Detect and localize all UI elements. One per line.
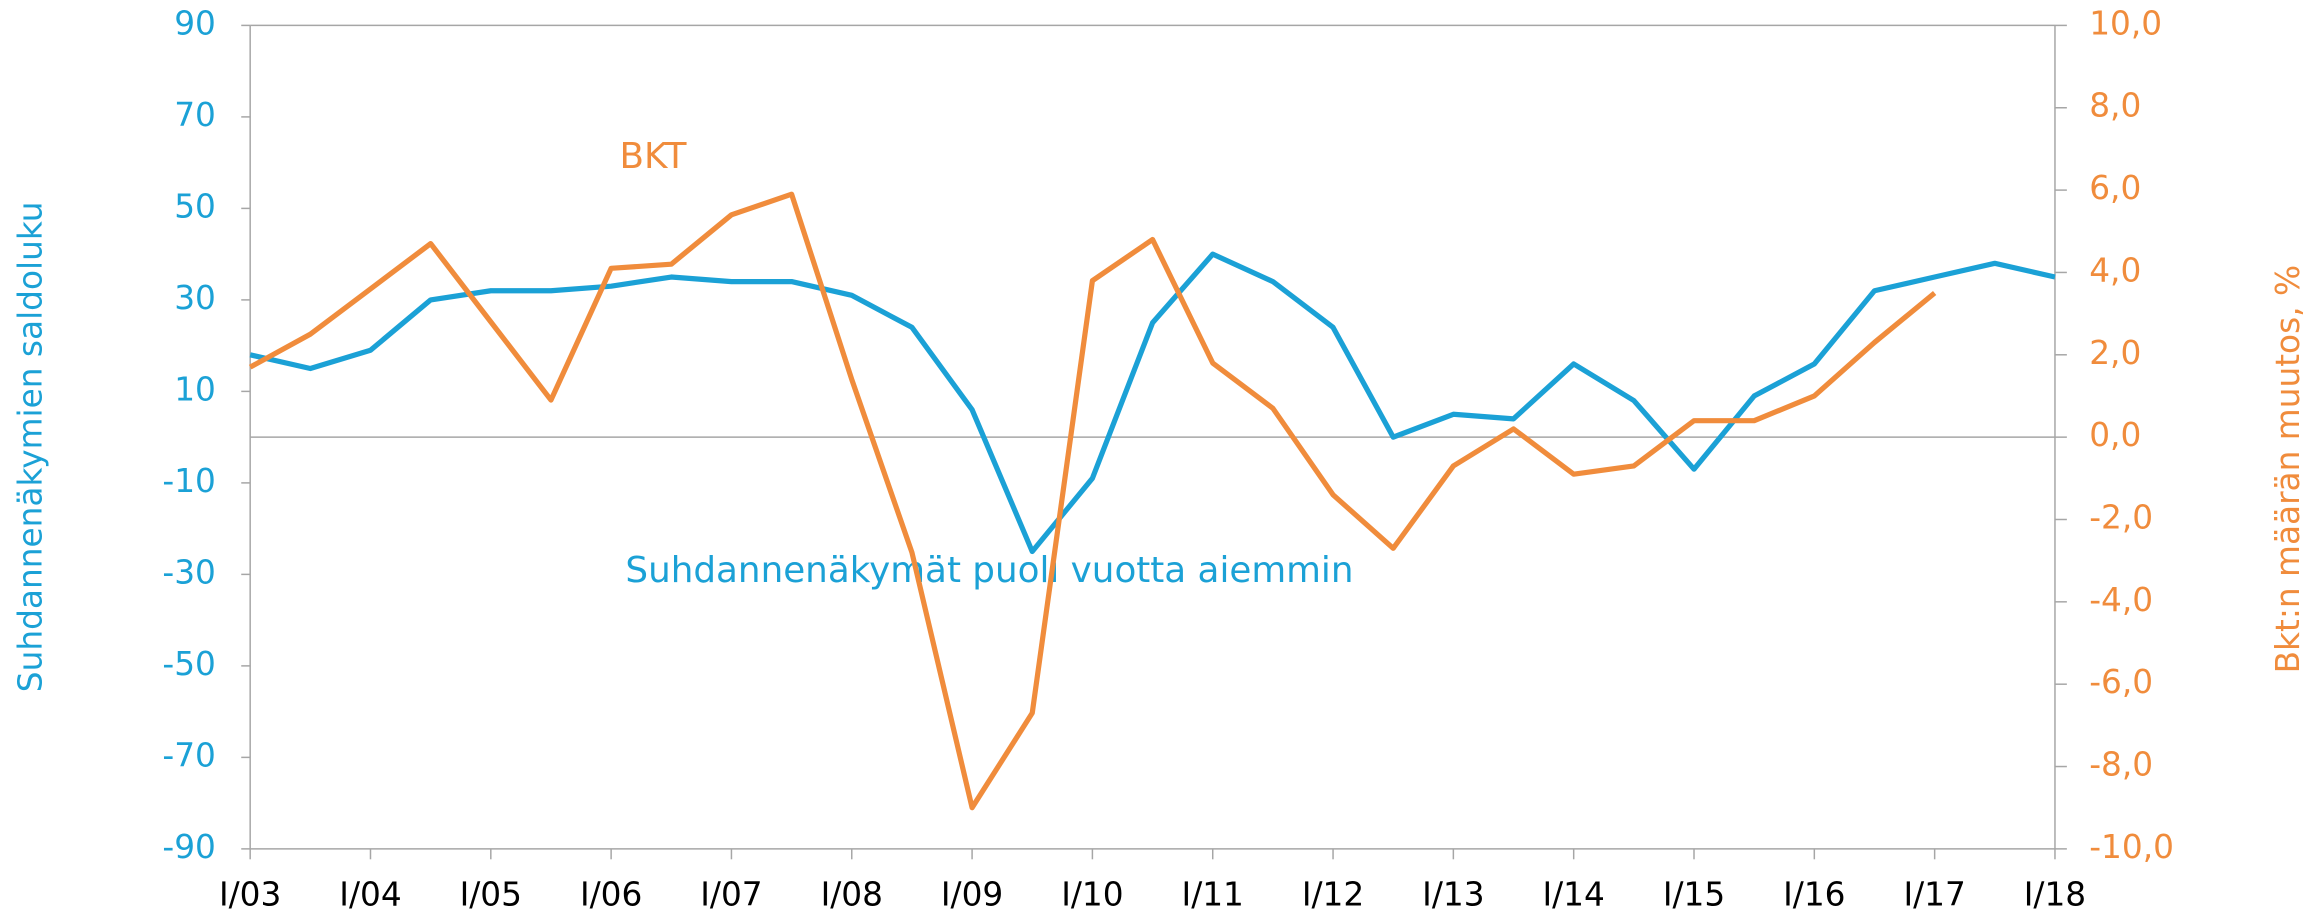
y-tick-label: 50 [174,187,216,225]
y2-tick-label: -4,0 [2089,581,2153,619]
x-tick-label: I/03 [219,876,281,913]
y-tick-label: 70 [174,96,216,134]
x-tick-label: I/13 [1422,876,1484,913]
x-tick-label: I/18 [2024,876,2086,913]
x-tick-label: I/16 [1783,876,1845,913]
y2-tick-label: -6,0 [2089,663,2153,701]
annotation: BKT [619,136,686,177]
x-tick-label: I/15 [1663,876,1725,913]
line-series [248,191,1937,811]
y2-tick-label: 10,0 [2089,4,2162,42]
annotation: Suhdannenäkymät puoli vuotta aiemmin [625,550,1353,591]
x-tick-label: I/11 [1182,876,1244,913]
x-tick-label: I/07 [700,876,762,913]
y2-tick-label: 2,0 [2089,334,2141,372]
x-tick-label: I/04 [339,876,401,913]
y2-tick-label: 0,0 [2089,416,2141,454]
x-tick-label: I/08 [821,876,883,913]
x-tick-label: I/14 [1542,876,1604,913]
y-tick-label: -30 [162,553,216,591]
y2-tick-label: 8,0 [2089,87,2141,125]
x-tick-label: I/05 [460,876,522,913]
y2-axis-label: Bkt:n määrän muutos, % [2269,265,2307,674]
y-tick-label: -90 [162,828,216,866]
y-tick-label: -10 [162,462,216,500]
x-tick-label: I/12 [1302,876,1364,913]
y-tick-label: 10 [174,370,216,408]
x-tick-label: I/17 [1903,876,1965,913]
y-tick-label: 30 [174,279,216,317]
y2-tick-label: 4,0 [2089,251,2141,289]
y2-tick-label: 6,0 [2089,169,2141,207]
y-tick-label: -70 [162,736,216,774]
y-tick-label: 90 [174,4,216,42]
y2-tick-label: -10,0 [2089,828,2174,866]
x-tick-label: I/06 [580,876,642,913]
line-series [249,251,2056,555]
y2-tick-label: -2,0 [2089,498,2153,536]
x-tick-label: I/10 [1061,876,1123,913]
x-tick-label: I/09 [941,876,1003,913]
y-tick-label: -50 [162,645,216,683]
y-axis-label: Suhdannenäkymien saldoluku [12,201,50,692]
y2-tick-label: -8,0 [2089,746,2153,784]
